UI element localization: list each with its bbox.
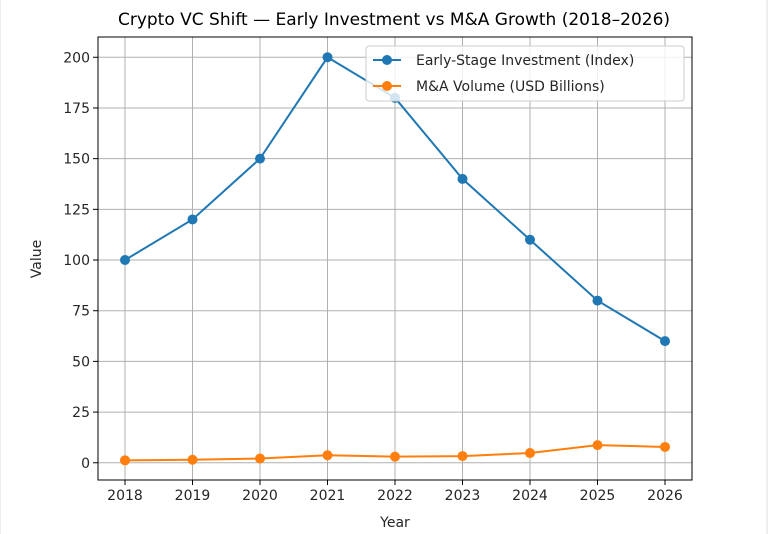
y-axis-label: Value xyxy=(29,240,45,278)
series-layer xyxy=(120,52,670,466)
grid xyxy=(98,37,692,480)
x-tick-label: 2023 xyxy=(445,488,481,504)
data-point xyxy=(322,52,333,63)
data-point xyxy=(255,153,265,164)
legend-marker-early-stage xyxy=(382,55,392,65)
data-point xyxy=(120,455,130,466)
data-point xyxy=(322,450,333,461)
data-point xyxy=(525,448,535,459)
y-tick-label: 100 xyxy=(63,253,90,269)
data-point xyxy=(120,255,130,266)
legend-marker-ma-volume xyxy=(382,81,392,91)
data-point xyxy=(457,173,468,184)
x-tick-label: 2024 xyxy=(512,488,548,504)
data-point xyxy=(187,214,198,225)
y-tick-label: 25 xyxy=(72,405,90,421)
legend-label-early-stage: Early-Stage Investment (Index) xyxy=(416,53,634,69)
legend-box xyxy=(365,45,685,102)
data-point xyxy=(390,451,400,462)
x-tick-label: 2025 xyxy=(580,488,616,504)
x-axis-label: Year xyxy=(379,515,410,531)
y-tick-label: 50 xyxy=(72,354,90,370)
x-tick-label: 2022 xyxy=(377,488,413,504)
data-point xyxy=(525,234,535,245)
chart-title: Crypto VC Shift — Early Investment vs M&… xyxy=(118,10,670,30)
data-point xyxy=(592,295,603,306)
data-point xyxy=(457,451,468,462)
y-tick-label: 150 xyxy=(63,152,90,168)
data-point xyxy=(255,453,265,464)
y-tick-label: 175 xyxy=(63,101,90,117)
data-point xyxy=(592,440,603,451)
y-axis: 0 25 50 75 100 125 150 175 200 xyxy=(63,50,98,472)
x-tick-label: 2021 xyxy=(310,488,346,504)
data-point xyxy=(660,441,670,452)
x-tick-label: 2018 xyxy=(107,488,143,504)
x-tick-label: 2026 xyxy=(647,488,683,504)
x-tick-label: 2020 xyxy=(242,488,278,504)
legend: Early-Stage Investment (Index) M&A Volum… xyxy=(365,45,685,102)
data-point xyxy=(187,454,198,465)
x-tick-label: 2019 xyxy=(175,488,211,504)
y-tick-label: 75 xyxy=(72,304,90,320)
y-tick-label: 125 xyxy=(63,202,90,218)
x-axis: 2018 2019 2020 2021 2022 2023 2024 2025 2026 xyxy=(107,480,683,504)
y-tick-label: 0 xyxy=(81,456,90,472)
y-tick-label: 200 xyxy=(63,50,90,66)
legend-label-ma-volume: M&A Volume (USD Billions) xyxy=(416,79,605,95)
data-point xyxy=(660,336,670,347)
